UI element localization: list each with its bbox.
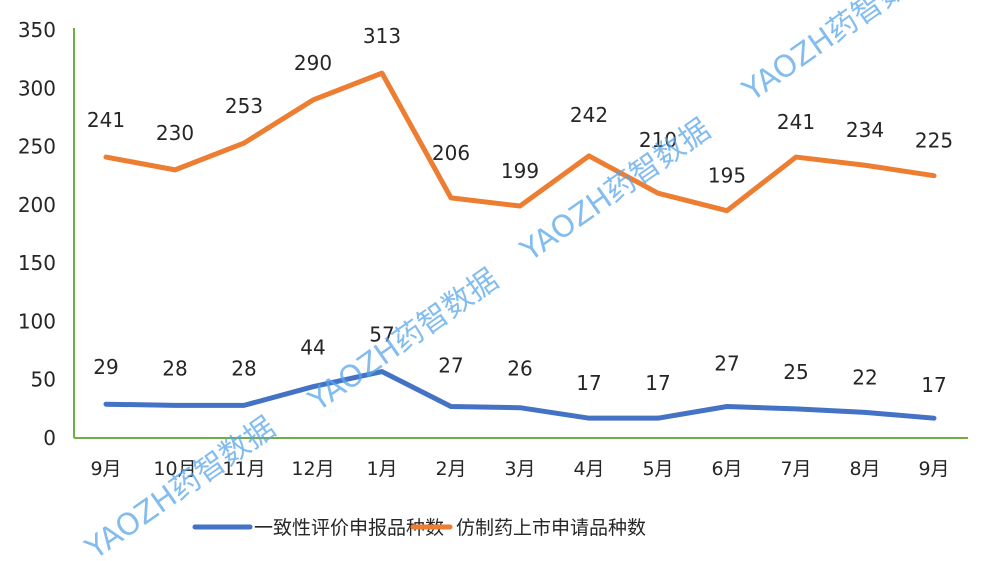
x-tick-label: 8月	[849, 458, 880, 480]
data-label: 290	[294, 51, 332, 75]
y-tick-label: 300	[18, 76, 56, 100]
y-tick-label: 350	[18, 18, 56, 42]
data-label: 28	[162, 356, 187, 380]
x-tick-label: 6月	[711, 458, 742, 480]
y-tick-label: 250	[18, 135, 56, 159]
data-label: 253	[225, 94, 263, 118]
y-tick-label: 100	[18, 309, 56, 333]
x-tick-label: 3月	[504, 458, 535, 480]
series-line-1	[103, 369, 937, 421]
x-tick-label: 7月	[780, 458, 811, 480]
data-label: 28	[231, 356, 256, 380]
y-tick-label: 150	[18, 251, 56, 275]
x-tick-label: 9月	[90, 458, 121, 480]
y-tick-label: 0	[43, 426, 56, 450]
x-tick-label: 1月	[366, 458, 397, 480]
data-label: 225	[915, 129, 953, 153]
data-label: 22	[852, 365, 877, 389]
x-axis-ticks: 9月 10月 11月 12月 1月 2月 3月 4月 5月 6月 7月 8月 9月	[90, 458, 949, 480]
x-tick-label: 12月	[291, 458, 334, 480]
data-label: 57	[369, 323, 394, 347]
y-axis-ticks: 0 50 100 150 200 250 300 350	[18, 18, 56, 450]
data-label: 26	[507, 357, 532, 381]
data-label: 29	[93, 355, 118, 379]
x-tick-label: 2月	[435, 458, 466, 480]
data-label: 230	[156, 121, 194, 145]
x-tick-label: 11月	[222, 458, 265, 480]
legend: 一致性评价申报品种数 仿制药上市申请品种数	[192, 517, 646, 539]
data-label: 195	[708, 164, 746, 188]
data-label: 44	[300, 336, 325, 360]
data-label: 210	[639, 128, 677, 152]
data-label: 241	[777, 110, 815, 134]
data-label: 241	[87, 108, 125, 132]
watermark: YAOZH药智数据	[302, 262, 505, 419]
series-line-2	[103, 70, 937, 214]
y-tick-label: 200	[18, 193, 56, 217]
x-tick-label: 9月	[918, 458, 949, 480]
series-lines	[103, 70, 937, 421]
y-tick-label: 50	[31, 368, 56, 392]
data-label: 206	[432, 141, 470, 165]
data-label: 234	[846, 118, 884, 142]
watermark: YAOZH药智数据	[79, 410, 282, 561]
x-tick-label: 5月	[642, 458, 673, 480]
data-label: 27	[714, 352, 739, 376]
data-label: 199	[501, 159, 539, 183]
x-tick-label: 4月	[573, 458, 604, 480]
data-label: 17	[921, 373, 946, 397]
legend-label-1: 一致性评价申报品种数	[254, 517, 444, 539]
data-label: 17	[576, 371, 601, 395]
data-label: 17	[645, 371, 670, 395]
data-label: 25	[783, 360, 808, 384]
data-labels: 29 28 28 44 57 27 26 17 17 27 25 22 17 241 230 253 290 31…	[87, 24, 953, 397]
watermark: YAOZH药智数据	[736, 0, 939, 109]
data-label: 27	[438, 354, 463, 378]
data-label: 313	[363, 24, 401, 48]
data-label: 242	[570, 103, 608, 127]
legend-label-2: 仿制药上市申请品种数	[456, 517, 646, 539]
x-tick-label: 10月	[153, 458, 196, 480]
